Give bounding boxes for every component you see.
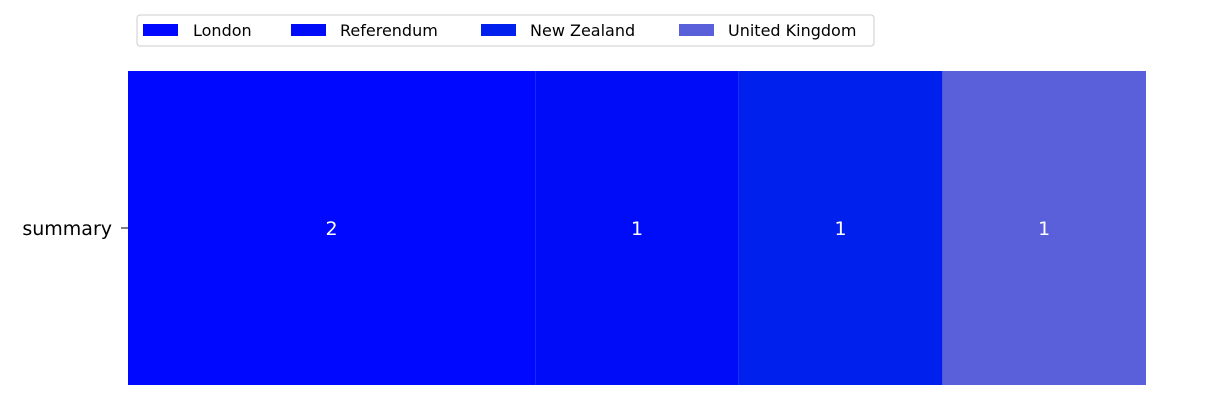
bar-segment-london (128, 71, 536, 385)
bar-value-label: 2 (326, 218, 338, 240)
legend-label: Referendum (340, 21, 438, 40)
bar-value-label: 1 (835, 218, 847, 240)
bar-segments (128, 71, 1146, 385)
bar-segment-united-kingdom (942, 71, 1146, 385)
y-axis: summary (22, 218, 128, 240)
legend-swatch (679, 24, 714, 36)
bar-segment-referendum (535, 71, 739, 385)
legend-swatch (291, 24, 326, 36)
legend-swatch (481, 24, 516, 36)
legend-label: New Zealand (530, 21, 635, 40)
bar-value-label: 1 (631, 218, 643, 240)
legend-label: London (193, 21, 252, 40)
y-tick-label: summary (22, 218, 112, 240)
data-labels: 2 1 1 1 (326, 218, 1051, 240)
bar-segment-new-zealand (738, 71, 943, 385)
legend-swatch (143, 24, 178, 36)
bar-value-label: 1 (1038, 218, 1050, 240)
legend: London Referendum New Zealand United Kingdo… (136, 14, 875, 47)
legend-label: United Kingdom (728, 21, 856, 40)
